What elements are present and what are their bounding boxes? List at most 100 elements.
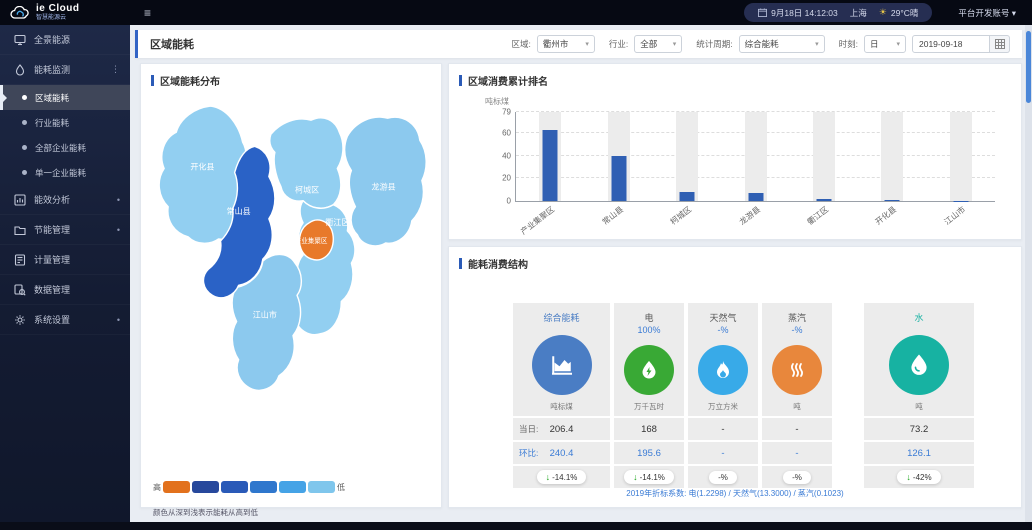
calendar-icon	[758, 8, 768, 17]
map-label-kaihua: 开化县	[190, 162, 214, 172]
y-tick-label: 79	[502, 107, 511, 117]
dot-icon: •	[116, 224, 120, 235]
steam-icon	[772, 345, 822, 395]
sidebar-item-metering[interactable]: 计量管理	[0, 245, 130, 275]
brand-subtitle: 智慧能源云	[36, 15, 67, 21]
card-daily-row: 168	[614, 416, 684, 440]
card-daily-row: -	[688, 416, 758, 440]
bullet-icon	[22, 120, 27, 125]
bar-track	[812, 112, 835, 201]
change-badge: ↓ -42%	[897, 470, 941, 484]
card-percent: -%	[717, 325, 729, 335]
dot-icon: •	[116, 314, 120, 325]
y-tick-label: 20	[502, 173, 511, 183]
card-change-row: ↓ -14.1%	[513, 464, 610, 488]
bullet-icon	[22, 95, 27, 100]
x-category-label: 产业集聚区	[519, 204, 557, 237]
x-category-label: 衢江区	[805, 204, 831, 227]
industry-select[interactable]: 全部 ▾	[634, 35, 683, 53]
x-category-label: 柯城区	[668, 204, 694, 227]
structure-panel-title: 能耗消费结构	[449, 247, 1021, 275]
folder-icon	[14, 225, 26, 235]
sidebar-item-data-management[interactable]: 数据管理	[0, 275, 130, 305]
date-input[interactable]	[912, 35, 990, 53]
map-label-changshan: 常山县	[227, 206, 251, 216]
bar-6[interactable]	[884, 200, 900, 201]
bar-chart: 吨标煤 0 20 40 60 79 产业集聚区 常山县 柯城区 龙游县 衢江区 开化县 江山市	[467, 94, 1003, 237]
brand-logo: ie Cloud 智慧能源云	[0, 4, 130, 21]
sidebar-item-monitoring[interactable]: 能耗监测 ⋮	[0, 55, 130, 85]
sidebar-item-system-settings[interactable]: 系统设置 •	[0, 305, 130, 335]
bullet-icon	[22, 170, 27, 175]
sidebar-item-energy-saving[interactable]: 节能管理 •	[0, 215, 130, 245]
sidebar-item-efficiency-analysis[interactable]: 能效分析 •	[0, 185, 130, 215]
bar-track	[949, 112, 972, 201]
map-label-longyou: 龙游县	[372, 182, 396, 192]
account-dropdown[interactable]: 平台开发账号 ▾	[958, 7, 1016, 18]
card-ratio-row: 195.6	[614, 440, 684, 464]
card-percent: 100%	[637, 325, 661, 335]
x-category-label: 江山市	[942, 204, 967, 227]
map-region-industrial-zone[interactable]	[298, 219, 334, 261]
map-panel: 区域能耗分布 开化县 常山县 柯城区 龙游县 衢江区 产业集聚区 江山市	[140, 63, 442, 517]
ratio-label: 环比:	[519, 448, 539, 458]
card-unit: 万千瓦时	[634, 402, 664, 411]
card-unit: 吨	[915, 402, 923, 411]
map-label-jiangshan: 江山市	[253, 309, 277, 319]
y-tick-label: 0	[506, 196, 511, 206]
bullet-icon	[22, 145, 27, 150]
map-region-jiangshan[interactable]	[231, 253, 303, 392]
map-region-changshan[interactable]	[202, 145, 276, 299]
region-select[interactable]: 衢州市 ▾	[536, 35, 595, 53]
card-change-row: ↓ -42%	[864, 464, 974, 488]
sidebar-item-industry-energy[interactable]: 行业能耗	[0, 110, 130, 135]
card-ratio-row: 环比: 240.4	[513, 440, 610, 464]
bar-2[interactable]	[611, 155, 627, 201]
electric-drop-icon	[624, 345, 674, 395]
map-region-longyou[interactable]	[344, 116, 427, 247]
legend-swatch	[308, 481, 335, 493]
structure-panel: 能耗消费结构 综合能耗 吨标煤 当日: 206.4 环比: 240.4 ↓ -14.1…	[448, 246, 1022, 508]
card-daily-row: 当日: 206.4	[513, 416, 610, 440]
down-arrow-icon: ↓	[906, 472, 911, 482]
card-total-energy: 综合能耗 吨标煤 当日: 206.4 环比: 240.4 ↓ -14.1%	[513, 303, 610, 488]
card-change-row: ↓ -14.1%	[614, 464, 684, 488]
scrollbar-thumb[interactable]	[1026, 31, 1031, 103]
card-electricity: 电 100% 万千瓦时 168 195.6 ↓ -14.1%	[614, 303, 684, 488]
filter-bar: 区域: 衢州市 ▾ 行业: 全部 ▾ 统计周期: 综合能耗 ▾ 时刻: 日 ▾	[504, 35, 1010, 53]
dot-icon: •	[116, 194, 120, 205]
bar-4[interactable]	[748, 193, 763, 201]
flame-icon	[698, 345, 748, 395]
cloud-logo-icon	[10, 5, 29, 19]
period-filter-label: 统计周期:	[696, 39, 733, 49]
card-title: 综合能耗	[543, 313, 580, 323]
more-dots-icon[interactable]: ⋮	[111, 64, 120, 74]
ranking-panel: 区域消费累计排名 吨标煤 0 20 40 60 79 产业集聚区 常山县 柯城区 龙游县 衢江区 开…	[448, 63, 1022, 240]
main-content: 区域能耗 区域: 衢州市 ▾ 行业: 全部 ▾ 统计周期: 综合能耗 ▾ 时刻: 日 ▾…	[130, 25, 1032, 522]
bar-5[interactable]	[816, 198, 832, 201]
meter-icon	[14, 253, 26, 266]
menu-toggle-icon[interactable]: ≡	[144, 5, 152, 20]
calendar-button[interactable]	[990, 35, 1010, 53]
card-title: 天然气	[709, 313, 737, 323]
card-unit: 吨标煤	[550, 402, 573, 411]
legend-low-label: 低	[337, 482, 345, 492]
card-change-row: -%	[762, 464, 832, 488]
scrollbar-track[interactable]	[1025, 25, 1032, 522]
x-category-label: 龙游县	[737, 204, 762, 227]
bar-1[interactable]	[542, 130, 558, 201]
card-ratio-row: -	[762, 440, 832, 464]
bar-3[interactable]	[679, 192, 695, 201]
sidebar-item-region-energy[interactable]: 区域能耗	[0, 85, 130, 110]
legend-swatch	[221, 481, 248, 493]
sidebar-item-all-enterprise-energy[interactable]: 全部企业能耗	[0, 135, 130, 160]
change-badge: ↓ -14.1%	[536, 470, 587, 484]
time-select[interactable]: 日 ▾	[864, 35, 906, 53]
map-region-kecheng[interactable]	[268, 117, 344, 209]
sidebar-item-panorama[interactable]: 全景能源	[0, 25, 130, 55]
page-header: 区域能耗 区域: 衢州市 ▾ 行业: 全部 ▾ 统计周期: 综合能耗 ▾ 时刻: 日 ▾	[135, 30, 1022, 58]
sidebar-item-single-enterprise-energy[interactable]: 单一企业能耗	[0, 160, 130, 185]
change-badge: -%	[709, 470, 737, 484]
period-select[interactable]: 综合能耗 ▾	[738, 35, 825, 53]
y-axis-unit: 吨标煤	[485, 97, 509, 106]
